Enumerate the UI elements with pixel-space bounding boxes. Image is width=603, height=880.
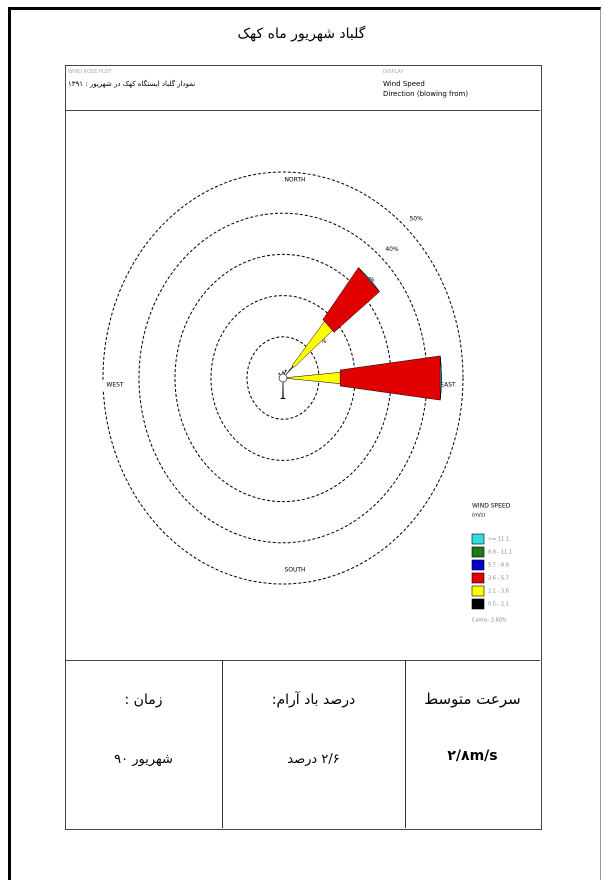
table-header: زمان : (65, 692, 222, 708)
legend-label: 5.7 - 8.8 (488, 563, 509, 569)
table-value: ۲/۶ درصد (222, 752, 405, 767)
legend-label: 8.8 - 11.1 (488, 550, 512, 556)
petal (340, 356, 441, 400)
calms: Calms: 2.60% (472, 618, 507, 624)
legend-unit: (m/s) (472, 513, 485, 519)
compass-label: EAST (440, 382, 456, 389)
petal (292, 321, 332, 367)
ring-label: 40% (385, 246, 399, 253)
legend-swatch (472, 586, 484, 596)
legend-label: 2.1 - 3.6 (488, 589, 509, 595)
table-value: شهریور ۹۰ (65, 752, 222, 767)
table-cell: درصد باد آرام: ۲/۶ درصد (222, 660, 406, 828)
legend-title: WIND SPEED (472, 503, 511, 510)
compass-label: SOUTH (284, 567, 305, 574)
legend-label: 3.6 - 5.7 (488, 576, 509, 582)
legend-swatch (472, 573, 484, 583)
calm-circle (279, 374, 287, 382)
legend-swatch (472, 534, 484, 544)
table-header: درصد باد آرام: (222, 692, 405, 708)
table-cell: سرعت متوسط ۲/۸m/s (405, 660, 540, 828)
petal (287, 372, 341, 383)
petal (285, 370, 287, 371)
compass-label: WEST (106, 382, 124, 389)
ring-label: 50% (409, 215, 423, 222)
legend-label: >= 11.1 (488, 537, 509, 543)
table-value: ۲/۸m/s (405, 748, 540, 764)
petal (440, 356, 441, 400)
legend-swatch (472, 547, 484, 557)
compass-label: NORTH (284, 177, 305, 184)
legend-label: 0.5 - 2.1 (488, 602, 509, 608)
table-cell: زمان : شهریور ۹۰ (65, 660, 223, 828)
table-header: سرعت متوسط (405, 690, 540, 708)
legend-swatch (472, 599, 484, 609)
legend-swatch (472, 560, 484, 570)
